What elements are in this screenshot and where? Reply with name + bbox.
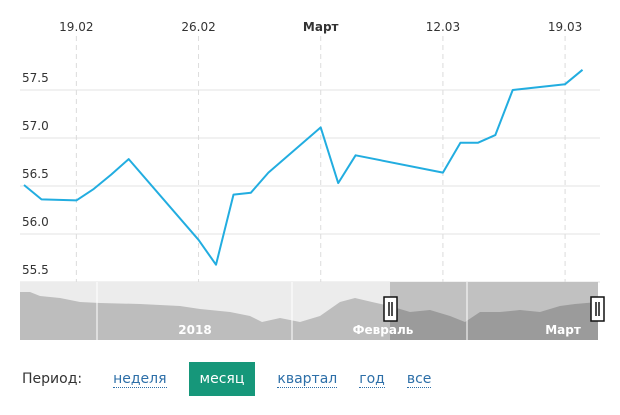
x-tick-label: 19.03 xyxy=(548,20,582,34)
period-label: Период: xyxy=(22,371,83,387)
x-tick-label: 19.02 xyxy=(59,20,93,34)
navigator-label: Март xyxy=(545,323,581,337)
y-tick-label: 56.5 xyxy=(22,167,49,181)
x-tick-label: Март xyxy=(303,20,339,34)
navigator-selection[interactable] xyxy=(390,282,598,340)
navigator-separators xyxy=(96,282,468,340)
x-tick-label: 26.02 xyxy=(181,20,215,34)
period-option[interactable]: квартал xyxy=(277,370,338,388)
period-option[interactable]: неделя xyxy=(113,370,167,388)
line-series xyxy=(23,69,584,266)
navigator-handle[interactable] xyxy=(383,296,398,322)
period-option[interactable]: все xyxy=(406,370,432,388)
navigator-handle[interactable] xyxy=(590,296,605,322)
period-selector: Период: неделя месяц квартал год все xyxy=(22,362,442,396)
y-tick-label: 55.5 xyxy=(22,263,49,277)
chart: 55.5 56.0 56.5 57.0 57.5 19.02 26.02 Март 12.03 1… xyxy=(20,20,605,340)
y-tick-label: 57.0 xyxy=(22,119,49,133)
y-tick-label: 56.0 xyxy=(22,215,49,229)
navigator-label: 2018 xyxy=(178,323,211,337)
x-tick-label: 12.03 xyxy=(426,20,460,34)
y-tick-label: 57.5 xyxy=(22,71,49,85)
period-option[interactable]: месяц xyxy=(188,362,256,396)
navigator-area xyxy=(20,292,598,340)
navigator-label: Февраль xyxy=(353,323,414,337)
period-option[interactable]: год xyxy=(359,370,385,388)
navigator: 2018 Февраль Март xyxy=(20,282,605,340)
